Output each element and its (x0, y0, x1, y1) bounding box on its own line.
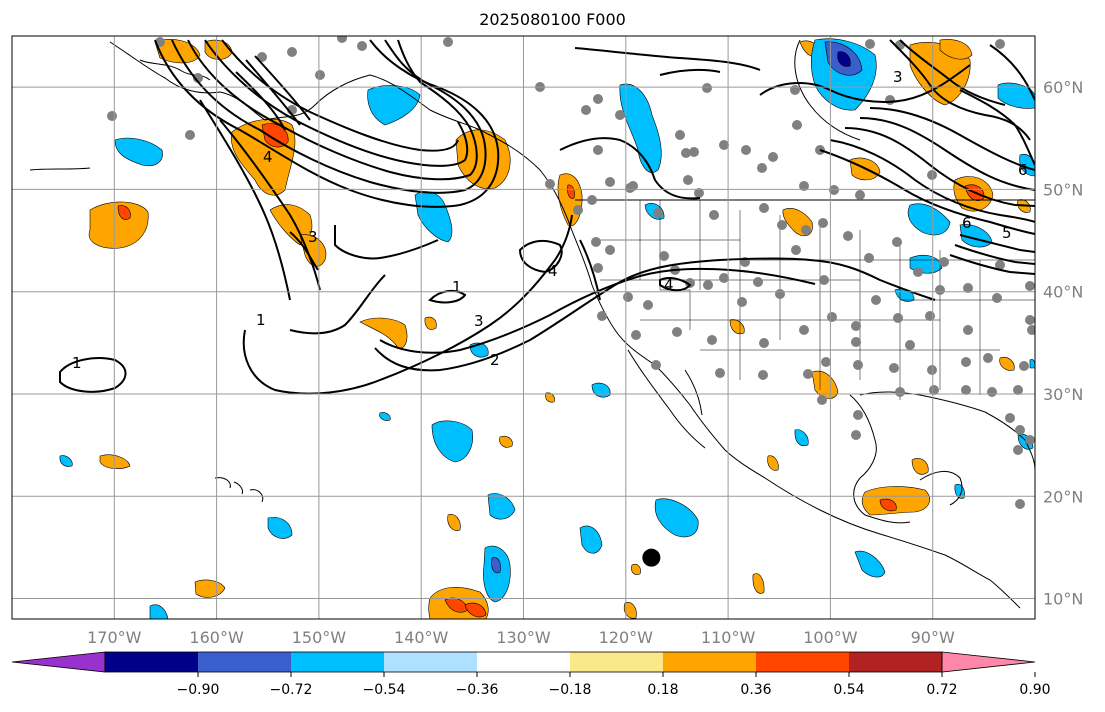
state-boundaries (600, 200, 1035, 400)
colorbar-tick-label: −0.36 (456, 682, 499, 698)
longitude-tick-label: 120°W (599, 628, 654, 647)
colorbar-tick-label: 0.54 (833, 682, 864, 698)
colorbar-segment (291, 652, 385, 672)
colorbar-extend-low (11, 651, 106, 673)
contour-label: 4 (664, 276, 674, 294)
contour-label: 1 (256, 311, 266, 329)
colorbar-tick-label: 0.36 (740, 682, 771, 698)
longitude-tick-label: 150°W (292, 628, 347, 647)
gridlines (12, 36, 1035, 619)
latitude-tick-label: 40°N (1043, 283, 1083, 302)
longitude-tick-label: 140°W (394, 628, 449, 647)
map-title: 2025080100 F000 (479, 10, 626, 29)
colorbar-segment (570, 652, 664, 672)
latitude-tick-label: 20°N (1043, 487, 1083, 506)
location-marker (642, 548, 661, 567)
colorbar-tick-label: −0.90 (177, 682, 220, 698)
contour-label: 4 (548, 262, 558, 280)
latitude-tick-label: 10°N (1043, 590, 1083, 609)
colorbar-segment (756, 652, 850, 672)
colorbar: −0.90 −0.72 −0.54 −0.36 −0.18 0.18 0.36 0.54 0.7… (11, 651, 1051, 698)
contour-label: 1 (72, 354, 82, 372)
longitude-tick-label: 100°W (803, 628, 858, 647)
contour-label: 4 (263, 148, 273, 166)
longitude-tick-label: 130°W (496, 628, 551, 647)
contour-labels: 1 1 1 2 3 3 4 4 4 5 6 6 3 (72, 68, 1028, 372)
colorbar-tick-label: 0.72 (926, 682, 957, 698)
map-frame (11, 35, 1036, 620)
longitude-tick-label: 90°W (911, 628, 955, 647)
colorbar-extend-high (941, 651, 1036, 673)
latitude-tick-label: 50°N (1043, 180, 1083, 199)
latitude-tick-label: 60°N (1043, 78, 1083, 97)
colorbar-tick-label: 0.18 (647, 682, 678, 698)
latitude-tick-label: 30°N (1043, 385, 1083, 404)
longitude-tick-label: 170°W (87, 628, 142, 647)
colorbar-segment (477, 652, 571, 672)
contour-label: 6 (1018, 161, 1028, 179)
contour-label: 6 (962, 214, 972, 232)
colorbar-tick-label: −0.72 (270, 682, 313, 698)
latitude-labels: 60°N 50°N 40°N 30°N 20°N 10°N (1043, 78, 1083, 608)
contours (59, 39, 1035, 395)
colorbar-tick-label: 0.90 (1019, 682, 1050, 698)
longitude-tick-label: 110°W (701, 628, 756, 647)
coastlines (29, 39, 1035, 609)
colorbar-segment (663, 652, 757, 672)
contour-label: 3 (308, 228, 318, 246)
contour-label: 3 (474, 312, 484, 330)
contour-label: 3 (893, 68, 903, 86)
colorbar-tick-label: −0.18 (549, 682, 592, 698)
contour-label: 2 (490, 351, 500, 369)
colorbar-frame (104, 651, 943, 673)
contour-label: 5 (1002, 224, 1012, 242)
colorbar-tick-label: −0.54 (363, 682, 406, 698)
longitude-labels: 170°W 160°W 150°W 140°W 130°W 120°W 110°W 100°W… (87, 628, 955, 647)
colorbar-segment (105, 652, 199, 672)
contour-label: 1 (452, 278, 462, 296)
station-dots (107, 36, 1035, 509)
colorbar-segment (849, 652, 943, 672)
longitude-tick-label: 160°W (189, 628, 244, 647)
colorbar-segment (198, 652, 292, 672)
colorbar-segment (384, 652, 478, 672)
